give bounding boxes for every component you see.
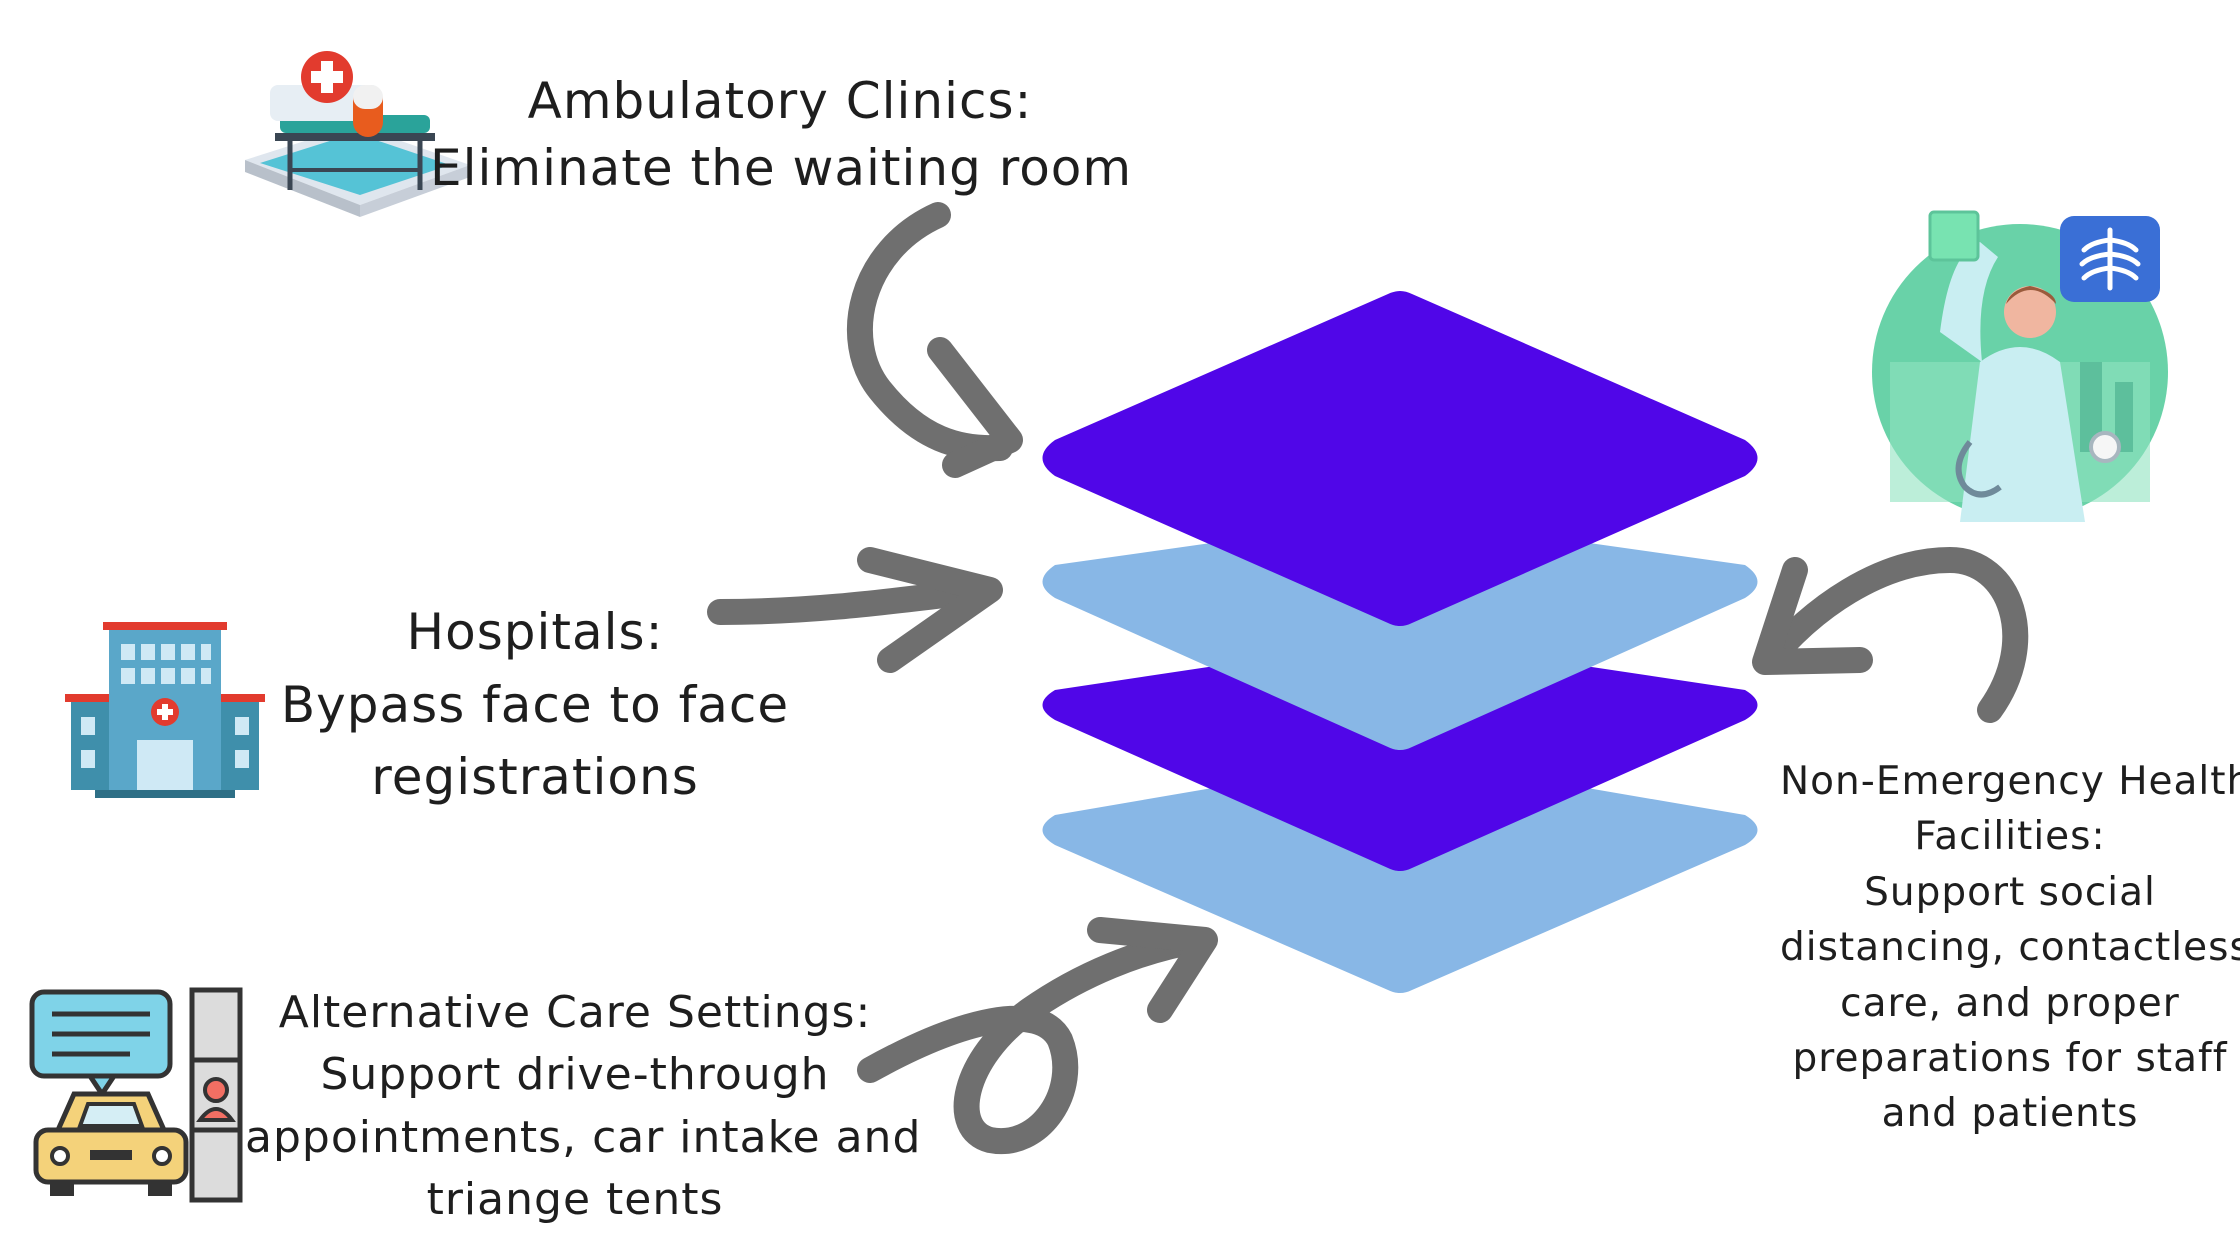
nonemergency-title2: Facilities: <box>1914 814 2106 860</box>
clinic-bed-phone-icon <box>245 51 470 217</box>
label-ambulatory-clinics: Ambulatory Clinics: Eliminate the waitin… <box>430 68 1133 201</box>
nonemergency-line2: distancing, contactless <box>1780 925 2240 971</box>
alternative-line2: appointments, car intake and <box>245 1111 922 1163</box>
nonemergency-line4: preparations for staff <box>1792 1035 2228 1081</box>
layer-stack <box>1042 291 1758 993</box>
ambulatory-title: Ambulatory Clinics: <box>527 72 1033 130</box>
label-hospitals: Hospitals: Bypass face to face registrat… <box>255 596 815 814</box>
hospitals-line2: registrations <box>371 748 699 806</box>
alternative-line3: triange tents <box>426 1174 724 1226</box>
hospitals-line1: Bypass face to face <box>280 675 790 734</box>
hospitals-title: Hospitals: <box>406 603 664 661</box>
hospital-building-icon <box>65 622 265 798</box>
layer-3-dark <box>1042 637 1758 871</box>
ambulatory-line1: Eliminate the waiting room <box>430 138 1133 197</box>
label-non-emergency: Non-Emergency Health Facilities: Support… <box>1780 754 2240 1142</box>
arrow-alternative <box>857 917 1218 1155</box>
arrows <box>707 202 2029 1155</box>
arrow-nonemergency <box>1752 547 2029 723</box>
drive-through-car-icon <box>29 987 243 1203</box>
layer-4-light <box>1042 756 1758 993</box>
arrow-hospitals <box>707 547 1003 673</box>
layer-1-dark <box>1042 291 1758 626</box>
nonemergency-line3: care, and proper <box>1840 980 2180 1026</box>
label-alternative-care: Alternative Care Settings: Support drive… <box>245 982 922 1232</box>
alternative-line1: Support drive-through <box>320 1049 830 1101</box>
nonemergency-title1: Non-Emergency Health <box>1780 759 2240 804</box>
nonemergency-line5: and patients <box>1881 1091 2139 1137</box>
arrow-ambulatory <box>847 202 1023 478</box>
alternative-title: Alternative Care Settings: <box>278 987 872 1038</box>
doctor-xray-icon <box>1872 210 2168 522</box>
nonemergency-line1: Support social <box>1864 869 2156 915</box>
layer-2-light <box>1042 515 1758 750</box>
